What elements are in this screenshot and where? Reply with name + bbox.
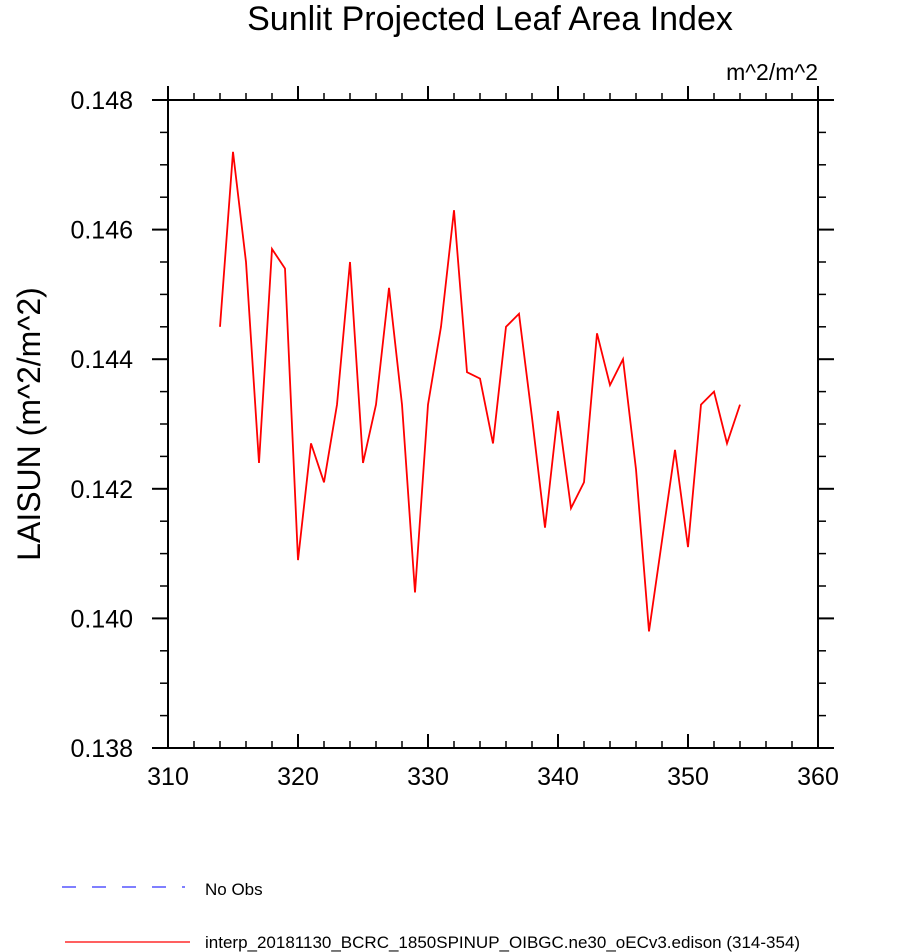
x-axis-ticks: 310 320 330 340 350 360 [147, 86, 839, 791]
y-tick-label: 0.144 [70, 346, 133, 374]
x-tick-label: 350 [667, 763, 709, 791]
legend-label-no-obs: No Obs [205, 880, 263, 899]
y-tick-label: 0.138 [70, 735, 133, 763]
y-tick-label: 0.140 [70, 605, 133, 633]
y-tick-label: 0.146 [70, 217, 133, 245]
y-axis-ticks: 0.138 0.140 0.142 0.144 0.146 0.148 [70, 87, 834, 763]
units-label: m^2/m^2 [726, 59, 818, 85]
x-tick-label: 330 [407, 763, 449, 791]
x-tick-label: 320 [277, 763, 319, 791]
x-tick-label: 310 [147, 763, 189, 791]
plot-frame [167, 99, 819, 749]
y-tick-label: 0.148 [70, 87, 133, 115]
y-axis-label: LAISUN (m^2/m^2) [11, 287, 47, 561]
legend-label-model: interp_20181130_BCRC_1850SPINUP_OIBGC.ne… [205, 933, 800, 952]
plot-border [167, 99, 819, 749]
chart-title: Sunlit Projected Leaf Area Index [247, 0, 733, 38]
y-tick-label: 0.142 [70, 476, 133, 504]
series-line [219, 151, 741, 632]
series-layer [219, 151, 741, 632]
legend: No Obs interp_20181130_BCRC_1850SPINUP_O… [62, 880, 800, 952]
x-tick-label: 360 [797, 763, 839, 791]
x-tick-label: 340 [537, 763, 579, 791]
